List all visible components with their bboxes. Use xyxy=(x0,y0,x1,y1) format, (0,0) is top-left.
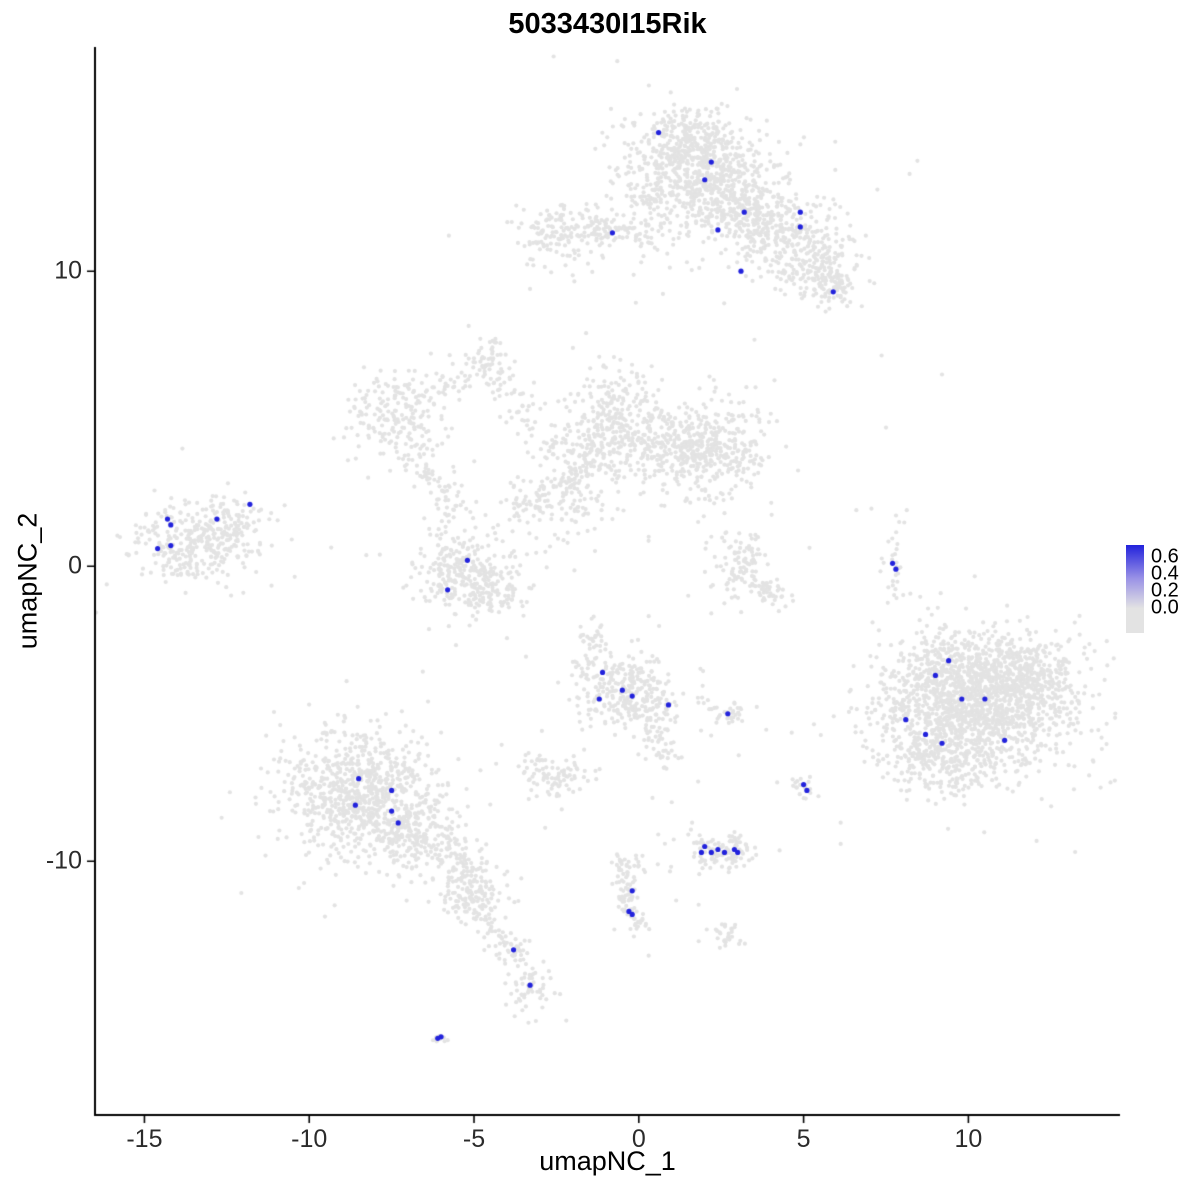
x-tick-label: -10 xyxy=(291,1125,328,1153)
y-axis-label: umapNC_2 xyxy=(12,512,43,650)
legend-tick-label: 0.4 xyxy=(1151,562,1179,585)
x-tick-label: 0 xyxy=(631,1125,646,1153)
x-tick-label: -5 xyxy=(462,1125,486,1153)
y-tick-label: -10 xyxy=(45,846,82,875)
y-tick-label: 0 xyxy=(68,551,82,580)
expression-color-legend: 0.6 0.4 0.2 0.0 xyxy=(1126,543,1200,643)
legend-tick-label: 0.6 xyxy=(1151,545,1179,568)
legend-gradient-bar xyxy=(1126,545,1144,633)
x-axis-label: umapNC_1 xyxy=(539,1146,676,1176)
x-tick-label: -15 xyxy=(126,1125,163,1153)
legend-tick-label: 0.0 xyxy=(1151,596,1179,619)
y-tick-label: 10 xyxy=(54,256,82,285)
x-tick-label: 5 xyxy=(796,1125,811,1153)
legend-tick-label: 0.2 xyxy=(1151,579,1179,602)
x-tick-label: 10 xyxy=(954,1125,983,1153)
